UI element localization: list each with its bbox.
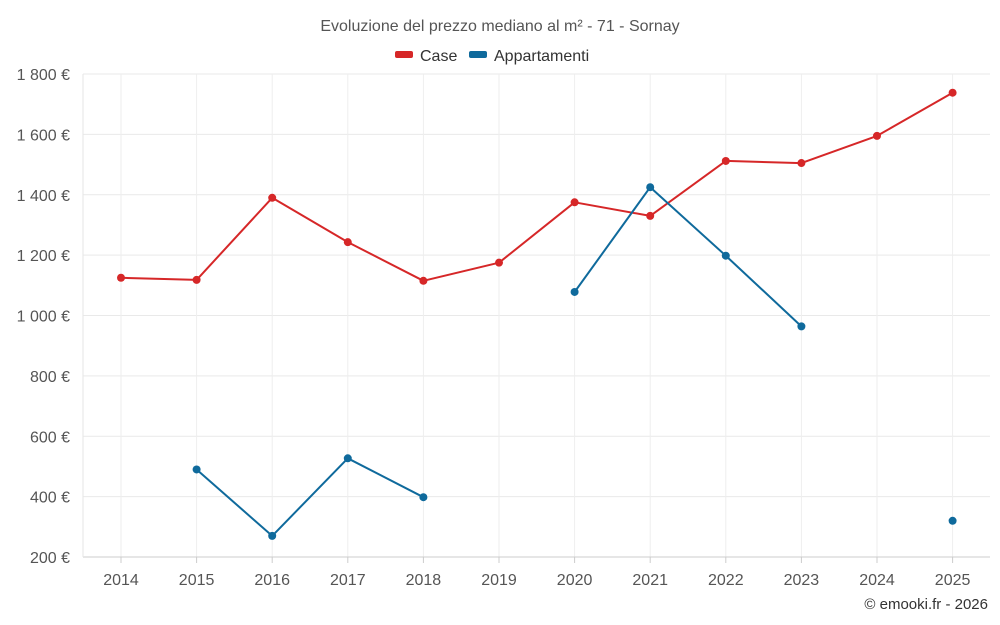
x-tick-label: 2017 bbox=[330, 572, 366, 589]
x-tick-label: 2016 bbox=[254, 572, 290, 589]
data-point-appartamenti[interactable] bbox=[419, 493, 428, 502]
series-case bbox=[117, 88, 957, 285]
x-tick-label: 2021 bbox=[632, 572, 668, 589]
data-point-case[interactable] bbox=[646, 211, 655, 220]
x-tick-label: 2015 bbox=[179, 572, 215, 589]
chart-title: Evoluzione del prezzo mediano al m² - 71… bbox=[320, 18, 679, 35]
data-point-case[interactable] bbox=[117, 273, 125, 282]
y-tick-label: 1 400 € bbox=[17, 188, 70, 205]
series-line-appartamenti bbox=[195, 457, 424, 537]
x-tick-label: 2025 bbox=[935, 572, 971, 589]
legend-swatch-appartamenti bbox=[469, 51, 487, 58]
data-point-appartamenti[interactable] bbox=[343, 454, 352, 463]
data-point-case[interactable] bbox=[268, 193, 277, 202]
legend-item-appartamenti[interactable]: Appartamenti bbox=[469, 48, 589, 65]
data-point-appartamenti[interactable] bbox=[797, 322, 806, 331]
grid bbox=[83, 73, 990, 558]
credit: © emooki.fr - 2026 bbox=[864, 596, 988, 613]
data-point-case[interactable] bbox=[873, 131, 881, 140]
y-tick-label: 1 200 € bbox=[17, 248, 70, 265]
y-tick-label: 200 € bbox=[30, 550, 70, 567]
data-point-case[interactable] bbox=[797, 159, 806, 168]
data-point-appartamenti[interactable] bbox=[192, 465, 201, 474]
data-point-case[interactable] bbox=[721, 156, 730, 165]
series-appartamenti bbox=[192, 183, 957, 540]
legend-label-appartamenti: Appartamenti bbox=[494, 48, 589, 65]
y-tick-label: 1 800 € bbox=[17, 67, 70, 84]
x-tick-label: 2020 bbox=[557, 572, 593, 589]
data-point-appartamenti[interactable] bbox=[948, 516, 957, 525]
data-point-case[interactable] bbox=[192, 275, 201, 284]
x-tick-label: 2023 bbox=[784, 572, 820, 589]
axes: 200 € 400 € 600 € 800 € 1 000 € 1 200 € 1 400 … bbox=[17, 67, 990, 589]
data-point-case[interactable] bbox=[948, 88, 957, 97]
x-tick-label: 2019 bbox=[481, 572, 517, 589]
y-tick-label: 600 € bbox=[30, 429, 70, 446]
data-point-appartamenti[interactable] bbox=[721, 251, 730, 260]
y-tick-label: 1 000 € bbox=[17, 309, 70, 326]
data-point-case[interactable] bbox=[419, 276, 428, 285]
y-tick-label: 1 600 € bbox=[17, 127, 70, 144]
data-point-case[interactable] bbox=[495, 258, 503, 267]
data-point-appartamenti[interactable] bbox=[268, 531, 277, 540]
series-layer bbox=[117, 88, 957, 540]
data-point-appartamenti[interactable] bbox=[646, 183, 655, 192]
y-tick-label: 400 € bbox=[30, 490, 70, 507]
legend-swatch-case bbox=[395, 51, 413, 58]
y-tick-label: 800 € bbox=[30, 369, 70, 386]
series-line-appartamenti bbox=[573, 186, 803, 328]
x-tick-label: 2014 bbox=[103, 572, 139, 589]
data-point-appartamenti[interactable] bbox=[570, 287, 579, 296]
legend-item-case[interactable]: Case bbox=[395, 48, 457, 65]
x-tick-label: 2024 bbox=[859, 572, 895, 589]
data-point-case[interactable] bbox=[570, 198, 579, 207]
x-tick-label: 2022 bbox=[708, 572, 744, 589]
x-tick-label: 2018 bbox=[406, 572, 442, 589]
data-point-case[interactable] bbox=[343, 238, 352, 247]
series-line-case bbox=[120, 91, 954, 282]
legend: Case Appartamenti bbox=[395, 48, 589, 65]
legend-label-case: Case bbox=[420, 48, 457, 65]
